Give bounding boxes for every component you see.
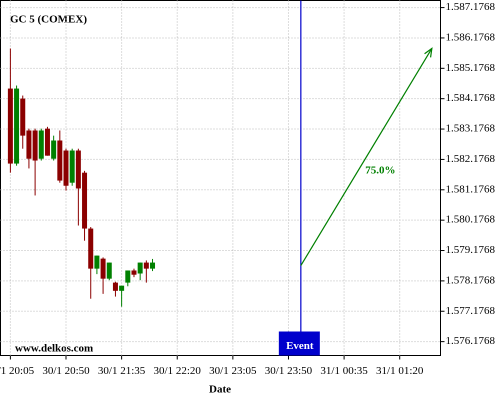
candle-body (94, 255, 100, 269)
y-tick-label: 1.587.1768 (446, 1, 496, 13)
candle-body (38, 130, 44, 159)
chart-title: GC 5 (COMEX) (10, 14, 87, 26)
candle-body (137, 262, 143, 274)
y-tick-label: 1.578.1768 (446, 274, 496, 286)
y-tick-label: 1.584.1768 (446, 92, 496, 104)
candle-body (32, 130, 38, 161)
arrow-line (300, 48, 433, 266)
y-tick-label: 1.576.1768 (446, 335, 496, 347)
y-tick-label: 1.580.1768 (446, 214, 496, 226)
y-tick-label: 1.581.1768 (446, 183, 496, 195)
candle-body (44, 128, 50, 156)
candle-body (7, 88, 13, 164)
x-tick-label: 31/1 01:20 (376, 365, 424, 377)
x-tick-label: 31/1 00:35 (320, 365, 368, 377)
y-tick-label: 1.586.1768 (446, 31, 496, 43)
y-tick-label: 1.579.1768 (446, 244, 496, 256)
event-label: Event (286, 340, 314, 352)
x-tick-label: 30/1 20:05 (0, 365, 35, 377)
arrow-head (424, 47, 433, 58)
y-tick-label: 1.582.1768 (446, 153, 496, 165)
candle-body (20, 98, 26, 136)
x-tick-label: 30/1 20:50 (42, 365, 90, 377)
candle-body (88, 228, 94, 269)
arrow-label: 75.0% (365, 165, 395, 177)
x-tick-label: 30/1 23:50 (265, 365, 313, 377)
candle-body (143, 262, 149, 269)
candle-body (82, 172, 88, 229)
watermark: www.delkos.com (15, 343, 93, 355)
candle-body (14, 88, 20, 164)
candle-body (51, 140, 57, 159)
event-box (278, 331, 320, 356)
y-tick-label: 1.577.1768 (446, 305, 496, 317)
candle-body (150, 262, 156, 269)
y-tick-label: 1.585.1768 (446, 62, 496, 74)
candle-body (26, 130, 32, 159)
candle-body (119, 285, 125, 291)
x-axis-label: Date (209, 384, 231, 396)
candle-body (100, 258, 106, 279)
candle-body (125, 270, 131, 283)
candle-body (131, 270, 137, 275)
y-tick-label: 1.583.1768 (446, 123, 496, 135)
candle-body (106, 262, 112, 279)
x-tick-label: 30/1 23:05 (209, 365, 257, 377)
candle-body (63, 150, 69, 186)
candle-body (57, 140, 63, 181)
x-tick-label: 30/1 21:35 (98, 365, 146, 377)
x-tick-label: 30/1 22:20 (154, 365, 202, 377)
candle-body (112, 282, 118, 291)
candle-body (75, 150, 81, 189)
candle-body (69, 150, 75, 183)
